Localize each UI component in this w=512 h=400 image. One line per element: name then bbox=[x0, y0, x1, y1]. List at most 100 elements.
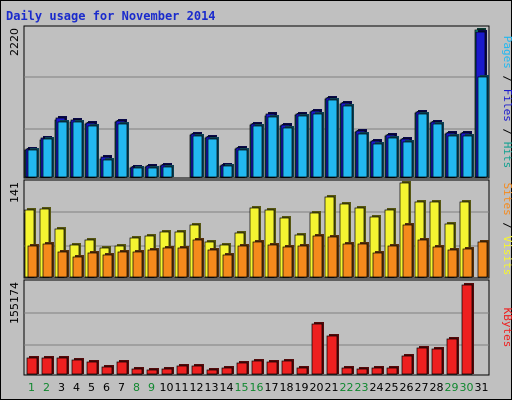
bar-kbytes-day-4 bbox=[71, 358, 84, 375]
bar-sites-day-17 bbox=[267, 243, 279, 278]
x-tick-day-23: 23 bbox=[355, 381, 369, 394]
bar-sites-day-12 bbox=[192, 238, 204, 278]
bar-sites-day-5 bbox=[87, 251, 99, 278]
bar-pages-day-13 bbox=[207, 137, 219, 178]
x-tick-day-11: 11 bbox=[175, 381, 189, 394]
panel-requests: 2220 Pages / Files / Hits bbox=[8, 25, 512, 179]
x-tick-day-24: 24 bbox=[370, 381, 384, 394]
bar-pages-day-1 bbox=[27, 148, 39, 178]
bar-kbytes-day-2 bbox=[41, 356, 54, 375]
bar-kbytes-day-15 bbox=[236, 361, 249, 375]
panel-visits-ymax: 141 bbox=[8, 182, 21, 203]
bar-kbytes-day-30 bbox=[461, 283, 474, 375]
x-tick-day-12: 12 bbox=[190, 381, 204, 394]
bar-sites-day-23 bbox=[357, 242, 369, 278]
series-pages bbox=[27, 75, 489, 178]
bar-pages-day-22 bbox=[342, 104, 354, 178]
bar-sites-day-31 bbox=[477, 240, 489, 278]
bar-pages-day-9 bbox=[147, 166, 159, 178]
bar-pages-day-28 bbox=[432, 122, 444, 178]
bar-kbytes-day-18 bbox=[281, 359, 294, 375]
bar-sites-day-24 bbox=[372, 251, 384, 278]
bar-pages-day-26 bbox=[402, 140, 414, 178]
bar-kbytes-day-12 bbox=[191, 364, 204, 375]
bar-sites-day-18 bbox=[282, 245, 294, 278]
bar-kbytes-day-1 bbox=[26, 356, 39, 375]
bar-sites-day-22 bbox=[342, 242, 354, 278]
bar-kbytes-day-9 bbox=[146, 368, 159, 375]
bar-kbytes-day-16 bbox=[251, 359, 264, 375]
bar-pages-day-5 bbox=[87, 124, 99, 178]
series-kbytes bbox=[26, 283, 474, 375]
legend-pages: Pages bbox=[501, 36, 512, 69]
bar-sites-day-9 bbox=[147, 248, 159, 278]
bar-kbytes-day-10 bbox=[161, 367, 174, 375]
x-axis-labels: 1 2 3 4 5 6 7 8 9 10 11 12 13 14 15 16 17 18 19 20 21 22 23 24 2… bbox=[28, 381, 489, 394]
x-tick-day-20: 20 bbox=[310, 381, 324, 394]
bar-pages-day-23 bbox=[357, 132, 369, 178]
bar-pages-day-24 bbox=[372, 142, 384, 178]
bar-sites-day-2 bbox=[42, 242, 54, 278]
bar-kbytes-day-19 bbox=[296, 366, 309, 375]
panel-visits-legend: Sites / Visits bbox=[501, 183, 512, 276]
bar-pages-day-27 bbox=[417, 112, 429, 178]
legend-kbytes: KBytes bbox=[501, 308, 512, 348]
bar-pages-day-18 bbox=[282, 126, 294, 178]
x-tick-day-15: 15 bbox=[235, 381, 249, 394]
bar-pages-day-6 bbox=[102, 158, 114, 178]
bar-pages-day-21 bbox=[327, 98, 339, 178]
x-tick-day-30: 30 bbox=[460, 381, 474, 394]
legend-files: Files bbox=[501, 89, 512, 122]
bar-pages-day-29 bbox=[447, 134, 459, 178]
bar-sites-day-21 bbox=[327, 235, 339, 278]
bar-sites-day-26 bbox=[402, 223, 414, 278]
bar-sites-day-27 bbox=[417, 238, 429, 278]
bar-kbytes-day-5 bbox=[86, 360, 99, 375]
bar-sites-day-20 bbox=[312, 234, 324, 278]
x-tick-day-8: 8 bbox=[133, 381, 140, 394]
x-tick-day-14: 14 bbox=[220, 381, 234, 394]
bar-sites-day-1 bbox=[27, 244, 39, 278]
bar-kbytes-day-21 bbox=[326, 334, 339, 375]
chart-panels: 2220 Pages / Files / Hits 141 Sites / Visit… bbox=[8, 25, 512, 376]
bar-kbytes-day-27 bbox=[416, 346, 429, 375]
panel-requests-legend: Pages / Files / Hits bbox=[501, 36, 512, 169]
series-sites bbox=[27, 223, 489, 278]
x-tick-day-28: 28 bbox=[430, 381, 444, 394]
bar-kbytes-day-8 bbox=[131, 367, 144, 375]
bar-pages-day-7 bbox=[117, 122, 129, 178]
x-tick-day-31: 31 bbox=[475, 381, 489, 394]
bar-sites-day-7 bbox=[117, 250, 129, 278]
bar-pages-day-14 bbox=[222, 164, 234, 178]
bar-sites-day-19 bbox=[297, 244, 309, 278]
bar-pages-day-20 bbox=[312, 112, 324, 178]
chart-title: Daily usage for November 2014 bbox=[6, 9, 216, 23]
bar-kbytes-day-17 bbox=[266, 360, 279, 375]
bar-sites-day-13 bbox=[207, 248, 219, 278]
x-tick-day-5: 5 bbox=[88, 381, 95, 394]
bar-kbytes-day-6 bbox=[101, 365, 114, 375]
bar-kbytes-day-28 bbox=[431, 347, 444, 375]
legend-sites: Sites bbox=[501, 183, 512, 216]
x-tick-day-10: 10 bbox=[160, 381, 174, 394]
x-tick-day-3: 3 bbox=[58, 381, 65, 394]
legend-hits: Hits bbox=[501, 142, 512, 169]
bar-kbytes-day-14 bbox=[221, 366, 234, 375]
panel-traffic-ymax: 155174 bbox=[8, 282, 21, 324]
bar-pages-day-25 bbox=[387, 136, 399, 178]
x-tick-day-7: 7 bbox=[118, 381, 125, 394]
bar-sites-day-30 bbox=[462, 247, 474, 278]
bar-sites-day-3 bbox=[57, 250, 69, 278]
bar-pages-day-2 bbox=[42, 137, 54, 178]
x-tick-day-16: 16 bbox=[250, 381, 264, 394]
bar-sites-day-8 bbox=[132, 250, 144, 278]
bar-pages-day-10 bbox=[162, 165, 174, 178]
bar-kbytes-day-26 bbox=[401, 354, 414, 375]
bar-sites-day-11 bbox=[177, 246, 189, 278]
bar-pages-day-31 bbox=[477, 75, 489, 178]
x-tick-day-6: 6 bbox=[103, 381, 110, 394]
panel-requests-ymax: 2220 bbox=[8, 28, 21, 56]
panel-visits: 141 Sites / Visits bbox=[8, 179, 512, 279]
x-tick-day-26: 26 bbox=[400, 381, 414, 394]
